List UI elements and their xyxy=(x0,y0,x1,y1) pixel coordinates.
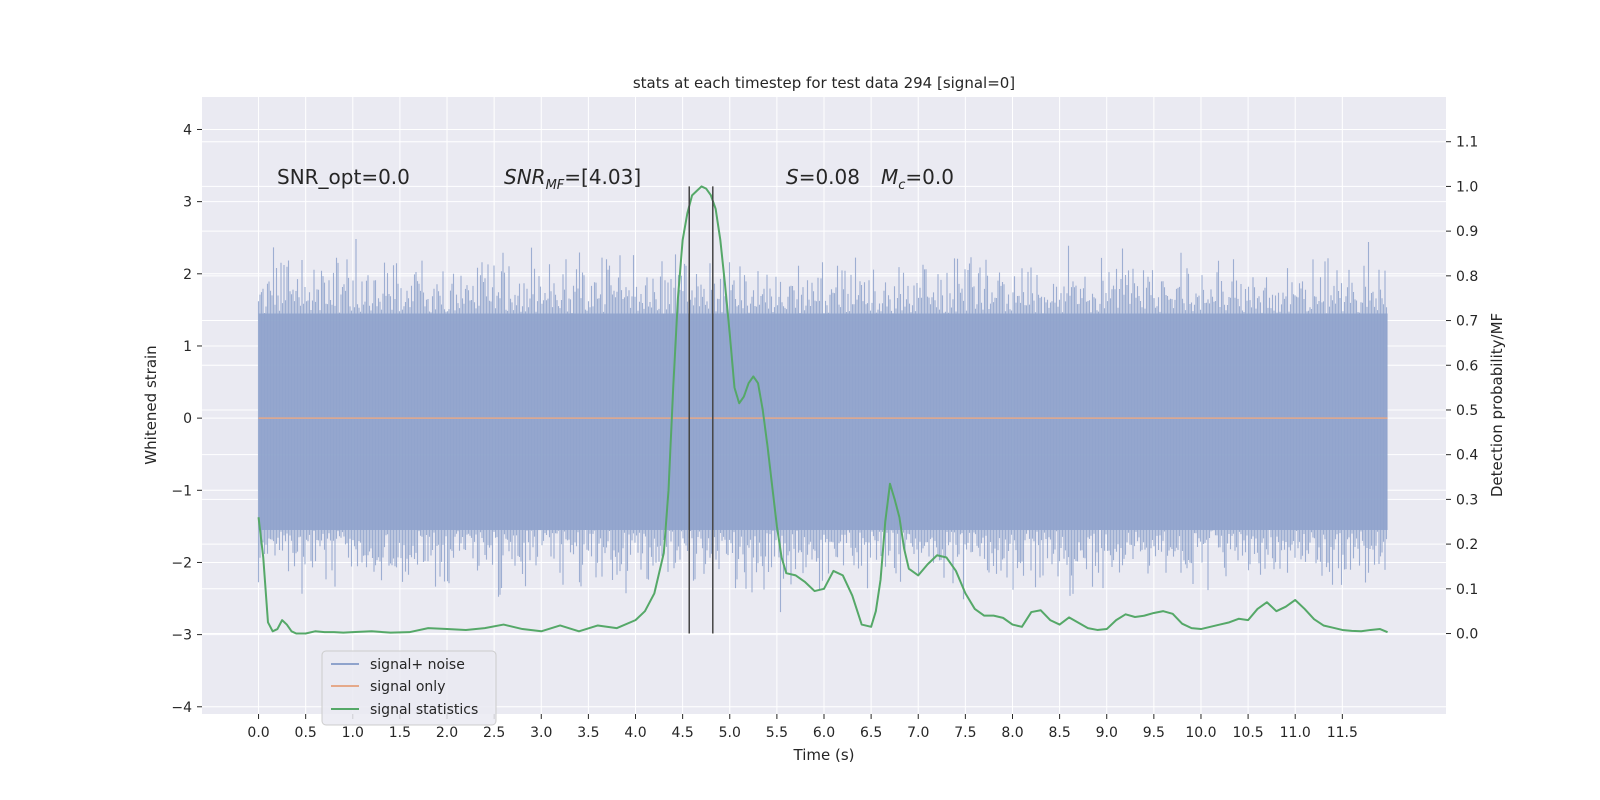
legend-box xyxy=(321,650,497,726)
legend-label-signal-only: signal only xyxy=(370,679,445,695)
x-tick-label: 2.0 xyxy=(436,725,458,741)
x-tick-label: 7.0 xyxy=(907,725,929,741)
y-tick-label: −3 xyxy=(171,628,192,644)
x-tick-label: 9.0 xyxy=(1096,725,1118,741)
x-tick-label: 9.5 xyxy=(1143,725,1165,741)
y-right-tick-label: 0.5 xyxy=(1456,403,1478,419)
x-axis-label: Time (s) xyxy=(793,746,855,764)
legend-label-signal-noise: signal+ noise xyxy=(370,657,465,673)
y-right-tick-label: 0.7 xyxy=(1456,314,1478,330)
chart-title: stats at each timestep for test data 294… xyxy=(633,74,1015,92)
annotation-s: S=0.08 xyxy=(786,165,860,189)
x-tick-label: 10.0 xyxy=(1185,725,1216,741)
x-tick-label: 0.5 xyxy=(295,725,317,741)
x-tick-label: 6.5 xyxy=(860,725,882,741)
x-tick-label: 8.0 xyxy=(1001,725,1023,741)
x-tick-label: 10.5 xyxy=(1233,725,1264,741)
x-tick-label: 4.5 xyxy=(672,725,694,741)
y-axis-label-right: Detection probability/MF xyxy=(1488,313,1506,497)
x-tick-label: 4.0 xyxy=(624,725,646,741)
s-value: =0.08 xyxy=(799,165,860,189)
y-right-tick-label: 1.0 xyxy=(1456,179,1478,195)
snr-mf-value: =[4.03] xyxy=(564,165,641,189)
annotation-snr-mf: SNRMF=[4.03] xyxy=(504,165,641,193)
x-tick-label: 3.0 xyxy=(530,725,552,741)
y-right-tick-label: 0.6 xyxy=(1456,358,1478,374)
snr-mf-subscript: MF xyxy=(546,178,565,193)
y-tick-label: 2 xyxy=(183,267,192,283)
mc-subscript: c xyxy=(898,178,905,193)
noise-series xyxy=(257,239,1388,613)
x-tick-label: 2.5 xyxy=(483,725,505,741)
annotation-mc: Mc=0.0 xyxy=(881,165,954,193)
x-tick-label: 3.5 xyxy=(577,725,599,741)
x-tick-label: 11.5 xyxy=(1327,725,1358,741)
s-symbol: S xyxy=(786,165,799,189)
x-tick-label: 5.0 xyxy=(719,725,741,741)
y-tick-label: 4 xyxy=(183,122,192,138)
x-tick-label: 8.5 xyxy=(1048,725,1070,741)
snr-mf-symbol: SNR xyxy=(504,165,546,189)
x-tick-label: 7.5 xyxy=(954,725,976,741)
y-tick-label: 1 xyxy=(183,339,192,355)
signal-statistics-line xyxy=(257,185,1388,635)
x-tick-label: 11.0 xyxy=(1280,725,1311,741)
y-axis-label: Whitened strain xyxy=(142,345,160,464)
x-tick-label: 5.5 xyxy=(766,725,788,741)
y-right-tick-label: 0.0 xyxy=(1456,627,1478,643)
legend: signal+ noise signal only signal statist… xyxy=(321,650,497,726)
annotation-snr-opt: SNR_opt=0.0 xyxy=(277,165,410,189)
x-tick-label: 6.0 xyxy=(813,725,835,741)
vertical-markers xyxy=(688,186,714,634)
y-tick-label: 0 xyxy=(183,411,192,427)
noise-spikes xyxy=(257,239,1388,613)
mc-symbol: M xyxy=(881,165,898,189)
tick-labels: 0.0 0.5 1.0 1.5 2.0 2.5 3.0 3.5 4.0 4.5 5.0 5.5 6.0 6… xyxy=(171,122,1478,741)
y-right-tick-label: 0.2 xyxy=(1456,537,1478,553)
y-right-tick-label: 0.4 xyxy=(1456,448,1478,464)
y-tick-label: −2 xyxy=(171,555,192,571)
x-tick-label: 0.0 xyxy=(247,725,269,741)
y-right-tick-label: 0.8 xyxy=(1456,269,1478,285)
line-series xyxy=(257,185,1388,635)
y-tick-label: −1 xyxy=(171,483,192,499)
y-tick-label: −4 xyxy=(171,700,192,716)
y-right-tick-label: 0.1 xyxy=(1456,582,1478,598)
x-tick-label: 1.5 xyxy=(389,725,411,741)
y-right-tick-label: 1.1 xyxy=(1456,135,1478,151)
mc-value: =0.0 xyxy=(905,165,954,189)
y-tick-label: 3 xyxy=(183,195,192,211)
y-right-tick-label: 0.3 xyxy=(1456,492,1478,508)
y-right-tick-label: 0.9 xyxy=(1456,224,1478,240)
x-tick-label: 1.0 xyxy=(342,725,364,741)
legend-label-signal-statistics: signal statistics xyxy=(370,702,478,718)
